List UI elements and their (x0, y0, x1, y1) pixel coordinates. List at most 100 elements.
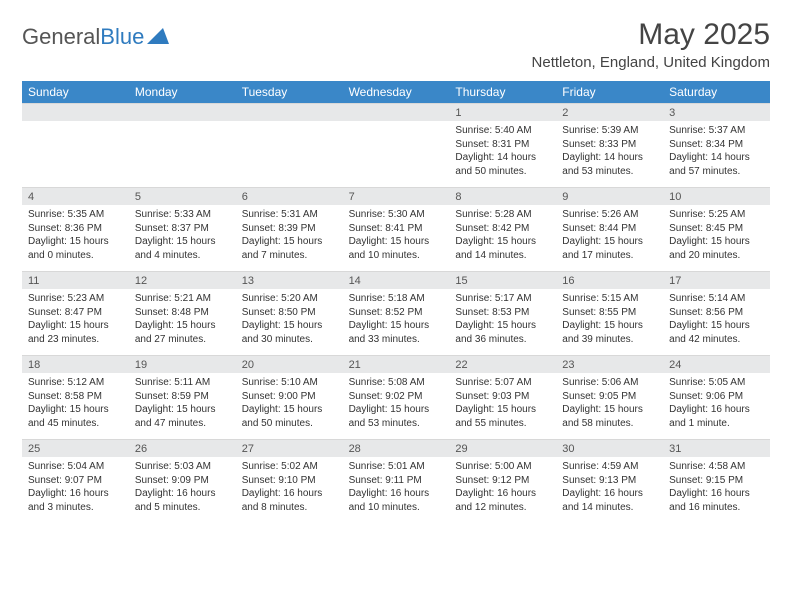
sunrise-text: Sunrise: 5:26 AM (562, 208, 657, 222)
day-body: Sunrise: 4:59 AMSunset: 9:13 PMDaylight:… (556, 457, 663, 523)
daylight-text: Daylight: 15 hours and 33 minutes. (349, 319, 444, 346)
sunrise-text: Sunrise: 5:28 AM (455, 208, 550, 222)
weekday-header: Thursday (449, 81, 556, 103)
day-number (343, 103, 450, 121)
day-cell: 20Sunrise: 5:10 AMSunset: 9:00 PMDayligh… (236, 355, 343, 439)
weekday-header: Sunday (22, 81, 129, 103)
week-row: 4Sunrise: 5:35 AMSunset: 8:36 PMDaylight… (22, 187, 770, 271)
day-body: Sunrise: 5:40 AMSunset: 8:31 PMDaylight:… (449, 121, 556, 187)
sunset-text: Sunset: 9:09 PM (135, 474, 230, 488)
day-cell: 6Sunrise: 5:31 AMSunset: 8:39 PMDaylight… (236, 187, 343, 271)
sunset-text: Sunset: 8:42 PM (455, 222, 550, 236)
day-cell: 14Sunrise: 5:18 AMSunset: 8:52 PMDayligh… (343, 271, 450, 355)
sunset-text: Sunset: 8:41 PM (349, 222, 444, 236)
day-cell: 8Sunrise: 5:28 AMSunset: 8:42 PMDaylight… (449, 187, 556, 271)
day-cell: 4Sunrise: 5:35 AMSunset: 8:36 PMDaylight… (22, 187, 129, 271)
daylight-text: Daylight: 16 hours and 3 minutes. (28, 487, 123, 514)
weekday-header: Monday (129, 81, 236, 103)
day-body: Sunrise: 5:35 AMSunset: 8:36 PMDaylight:… (22, 205, 129, 271)
day-cell: 7Sunrise: 5:30 AMSunset: 8:41 PMDaylight… (343, 187, 450, 271)
day-body: Sunrise: 5:21 AMSunset: 8:48 PMDaylight:… (129, 289, 236, 355)
sunrise-text: Sunrise: 5:07 AM (455, 376, 550, 390)
day-number: 9 (556, 187, 663, 205)
sunset-text: Sunset: 9:05 PM (562, 390, 657, 404)
day-body: Sunrise: 5:31 AMSunset: 8:39 PMDaylight:… (236, 205, 343, 271)
day-body: Sunrise: 5:18 AMSunset: 8:52 PMDaylight:… (343, 289, 450, 355)
sunrise-text: Sunrise: 5:33 AM (135, 208, 230, 222)
daylight-text: Daylight: 16 hours and 14 minutes. (562, 487, 657, 514)
sunset-text: Sunset: 9:07 PM (28, 474, 123, 488)
day-cell: 27Sunrise: 5:02 AMSunset: 9:10 PMDayligh… (236, 439, 343, 523)
daylight-text: Daylight: 15 hours and 45 minutes. (28, 403, 123, 430)
daylight-text: Daylight: 16 hours and 1 minute. (669, 403, 764, 430)
sunset-text: Sunset: 9:10 PM (242, 474, 337, 488)
day-number: 5 (129, 187, 236, 205)
day-body: Sunrise: 5:15 AMSunset: 8:55 PMDaylight:… (556, 289, 663, 355)
sunrise-text: Sunrise: 5:30 AM (349, 208, 444, 222)
daylight-text: Daylight: 14 hours and 50 minutes. (455, 151, 550, 178)
day-body: Sunrise: 5:14 AMSunset: 8:56 PMDaylight:… (663, 289, 770, 355)
day-body: Sunrise: 5:20 AMSunset: 8:50 PMDaylight:… (236, 289, 343, 355)
week-row: 1Sunrise: 5:40 AMSunset: 8:31 PMDaylight… (22, 103, 770, 187)
sunrise-text: Sunrise: 5:01 AM (349, 460, 444, 474)
day-body: Sunrise: 5:08 AMSunset: 9:02 PMDaylight:… (343, 373, 450, 439)
day-number: 12 (129, 271, 236, 289)
daylight-text: Daylight: 15 hours and 14 minutes. (455, 235, 550, 262)
day-body (236, 121, 343, 187)
day-body: Sunrise: 5:12 AMSunset: 8:58 PMDaylight:… (22, 373, 129, 439)
day-number (22, 103, 129, 121)
day-body: Sunrise: 5:25 AMSunset: 8:45 PMDaylight:… (663, 205, 770, 271)
day-body: Sunrise: 5:04 AMSunset: 9:07 PMDaylight:… (22, 457, 129, 523)
sunrise-text: Sunrise: 5:23 AM (28, 292, 123, 306)
daylight-text: Daylight: 16 hours and 16 minutes. (669, 487, 764, 514)
sunrise-text: Sunrise: 5:02 AM (242, 460, 337, 474)
weekday-header-row: SundayMondayTuesdayWednesdayThursdayFrid… (22, 81, 770, 103)
sunrise-text: Sunrise: 5:10 AM (242, 376, 337, 390)
daylight-text: Daylight: 15 hours and 53 minutes. (349, 403, 444, 430)
day-cell: 3Sunrise: 5:37 AMSunset: 8:34 PMDaylight… (663, 103, 770, 187)
daylight-text: Daylight: 16 hours and 10 minutes. (349, 487, 444, 514)
day-number: 20 (236, 355, 343, 373)
day-number: 29 (449, 439, 556, 457)
day-body: Sunrise: 5:37 AMSunset: 8:34 PMDaylight:… (663, 121, 770, 187)
sunset-text: Sunset: 8:50 PM (242, 306, 337, 320)
sunset-text: Sunset: 9:06 PM (669, 390, 764, 404)
day-cell (129, 103, 236, 187)
sunrise-text: Sunrise: 5:03 AM (135, 460, 230, 474)
daylight-text: Daylight: 16 hours and 5 minutes. (135, 487, 230, 514)
day-cell: 12Sunrise: 5:21 AMSunset: 8:48 PMDayligh… (129, 271, 236, 355)
sunset-text: Sunset: 9:00 PM (242, 390, 337, 404)
sunset-text: Sunset: 8:37 PM (135, 222, 230, 236)
day-body: Sunrise: 5:00 AMSunset: 9:12 PMDaylight:… (449, 457, 556, 523)
sunrise-text: Sunrise: 5:12 AM (28, 376, 123, 390)
day-body: Sunrise: 5:11 AMSunset: 8:59 PMDaylight:… (129, 373, 236, 439)
sunrise-text: Sunrise: 5:40 AM (455, 124, 550, 138)
day-body: Sunrise: 5:28 AMSunset: 8:42 PMDaylight:… (449, 205, 556, 271)
calendar: SundayMondayTuesdayWednesdayThursdayFrid… (22, 81, 770, 523)
day-cell: 26 Sunrise: 5:03 AMSunset: 9:09 PMDayligh… (129, 439, 236, 523)
day-body: Sunrise: 5:30 AMSunset: 8:41 PMDaylight:… (343, 205, 450, 271)
logo-text-gray: General (22, 24, 100, 50)
sunrise-text: Sunrise: 4:59 AM (562, 460, 657, 474)
sunset-text: Sunset: 8:58 PM (28, 390, 123, 404)
sunrise-text: Sunrise: 5:00 AM (455, 460, 550, 474)
weekday-header: Saturday (663, 81, 770, 103)
day-cell: 10Sunrise: 5:25 AMSunset: 8:45 PMDayligh… (663, 187, 770, 271)
sunset-text: Sunset: 8:34 PM (669, 138, 764, 152)
day-number: 19 (129, 355, 236, 373)
daylight-text: Daylight: 15 hours and 42 minutes. (669, 319, 764, 346)
day-number: 26 (129, 439, 236, 457)
sunrise-text: Sunrise: 5:21 AM (135, 292, 230, 306)
daylight-text: Daylight: 15 hours and 7 minutes. (242, 235, 337, 262)
sunset-text: Sunset: 8:48 PM (135, 306, 230, 320)
sunrise-text: Sunrise: 5:25 AM (669, 208, 764, 222)
sunrise-text: Sunrise: 5:37 AM (669, 124, 764, 138)
sunrise-text: Sunrise: 5:11 AM (135, 376, 230, 390)
week-row: 18Sunrise: 5:12 AMSunset: 8:58 PMDayligh… (22, 355, 770, 439)
sunset-text: Sunset: 8:39 PM (242, 222, 337, 236)
sunrise-text: Sunrise: 5:04 AM (28, 460, 123, 474)
day-number: 6 (236, 187, 343, 205)
day-number: 2 (556, 103, 663, 121)
day-number: 24 (663, 355, 770, 373)
day-number: 14 (343, 271, 450, 289)
